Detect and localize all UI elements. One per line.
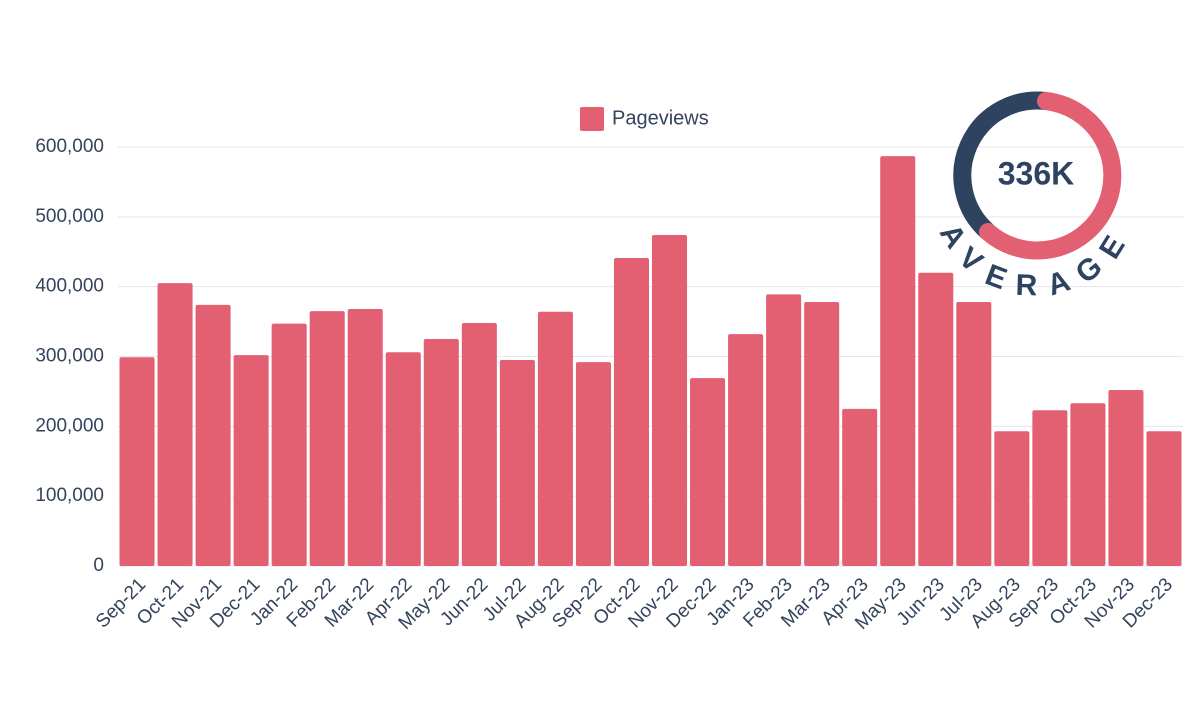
bar <box>956 302 992 566</box>
bar <box>385 352 421 566</box>
bar <box>728 334 764 566</box>
bar <box>1070 403 1106 566</box>
legend-label: Pageviews <box>612 107 709 129</box>
bar <box>157 283 193 566</box>
y-tick-label: 300,000 <box>35 346 104 367</box>
bar <box>233 355 269 566</box>
bar <box>537 311 573 566</box>
bar <box>1146 431 1182 566</box>
badge-caption: AVERAGE <box>933 218 1139 302</box>
y-tick-label: 400,000 <box>35 276 104 297</box>
legend-swatch <box>580 107 604 131</box>
average-badge: 336K AVERAGE <box>933 91 1139 303</box>
y-tick-label: 100,000 <box>35 485 104 506</box>
bar <box>499 359 535 566</box>
bar <box>423 339 459 566</box>
bar <box>613 258 649 566</box>
bar <box>347 309 383 566</box>
donut-pink <box>979 92 1122 260</box>
bar <box>804 302 840 566</box>
bar <box>766 294 802 566</box>
bar <box>994 431 1030 566</box>
bar <box>880 156 916 566</box>
bar <box>271 323 307 566</box>
bar <box>842 408 878 566</box>
bar <box>1108 390 1144 566</box>
bar <box>918 272 954 566</box>
y-tick-label: 600,000 <box>35 136 104 157</box>
y-tick-label: 200,000 <box>35 415 104 436</box>
bar <box>119 357 155 566</box>
badge-value: 336K <box>998 155 1075 191</box>
y-tick-label: 500,000 <box>35 206 104 227</box>
donut-dark <box>953 91 1048 239</box>
y-tick-label: 0 <box>93 555 104 576</box>
plot-area: 0 100,000 200,000 300,000 400,000 500,000 600,… <box>35 136 1183 634</box>
badge-caption-path: AVERAGE <box>933 218 1125 302</box>
bar <box>690 378 726 566</box>
bar <box>652 234 688 567</box>
bar <box>309 311 345 566</box>
bar <box>461 322 497 566</box>
bar <box>195 304 231 566</box>
bar <box>575 362 611 566</box>
bar <box>1032 410 1068 566</box>
